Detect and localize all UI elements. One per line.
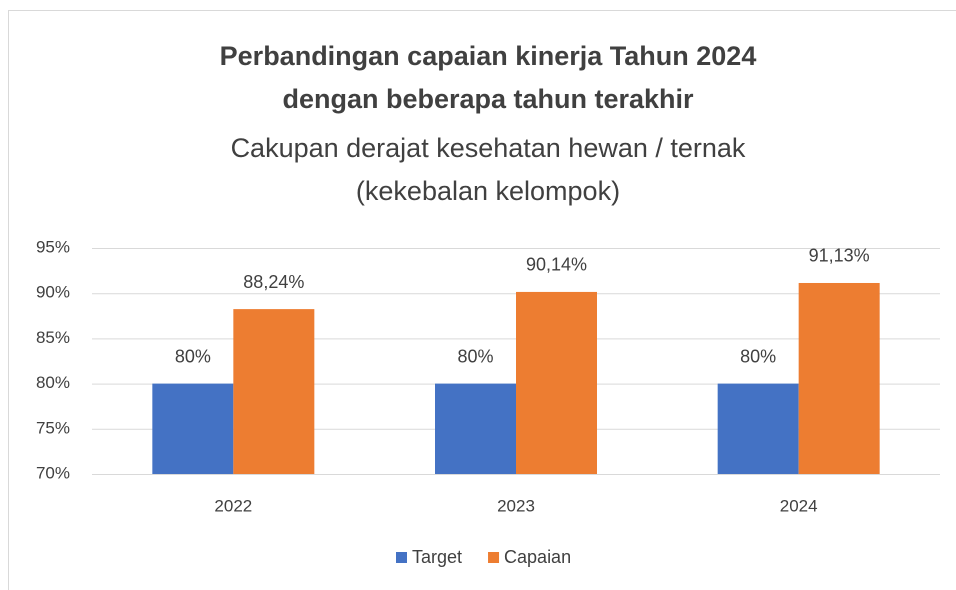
bar <box>717 383 799 474</box>
x-tick-label: 2023 <box>497 496 535 515</box>
data-label: 88,24% <box>243 272 304 292</box>
chart-title: Perbandingan capaian kinerja Tahun 2024 <box>220 41 757 71</box>
chart-title: dengan beberapa tahun terakhir <box>282 84 694 114</box>
data-label: 80% <box>740 346 776 366</box>
y-tick-label: 85% <box>36 328 70 347</box>
legend-label: Target <box>412 547 462 567</box>
chart-frame <box>8 10 956 590</box>
bar <box>798 282 880 474</box>
x-tick-label: 2024 <box>780 496 818 515</box>
y-tick-label: 70% <box>36 463 70 482</box>
data-label: 91,13% <box>809 246 870 266</box>
y-tick-label: 75% <box>36 418 70 437</box>
bar <box>152 383 234 474</box>
data-label: 90,14% <box>526 255 587 275</box>
legend-swatch <box>488 552 500 563</box>
chart-subtitle: (kekebalan kelompok) <box>356 176 620 206</box>
legend-label: Capaian <box>504 547 571 567</box>
bar <box>516 291 597 474</box>
bar <box>233 309 315 474</box>
y-tick-label: 95% <box>36 237 70 256</box>
data-label: 80% <box>175 346 211 366</box>
y-tick-label: 90% <box>36 283 70 302</box>
y-tick-label: 80% <box>36 373 70 392</box>
x-tick-label: 2022 <box>214 496 252 515</box>
legend-swatch <box>396 552 407 563</box>
data-label: 80% <box>457 346 493 366</box>
chart-subtitle: Cakupan derajat kesehatan hewan / ternak <box>231 133 746 163</box>
bar <box>435 383 516 474</box>
